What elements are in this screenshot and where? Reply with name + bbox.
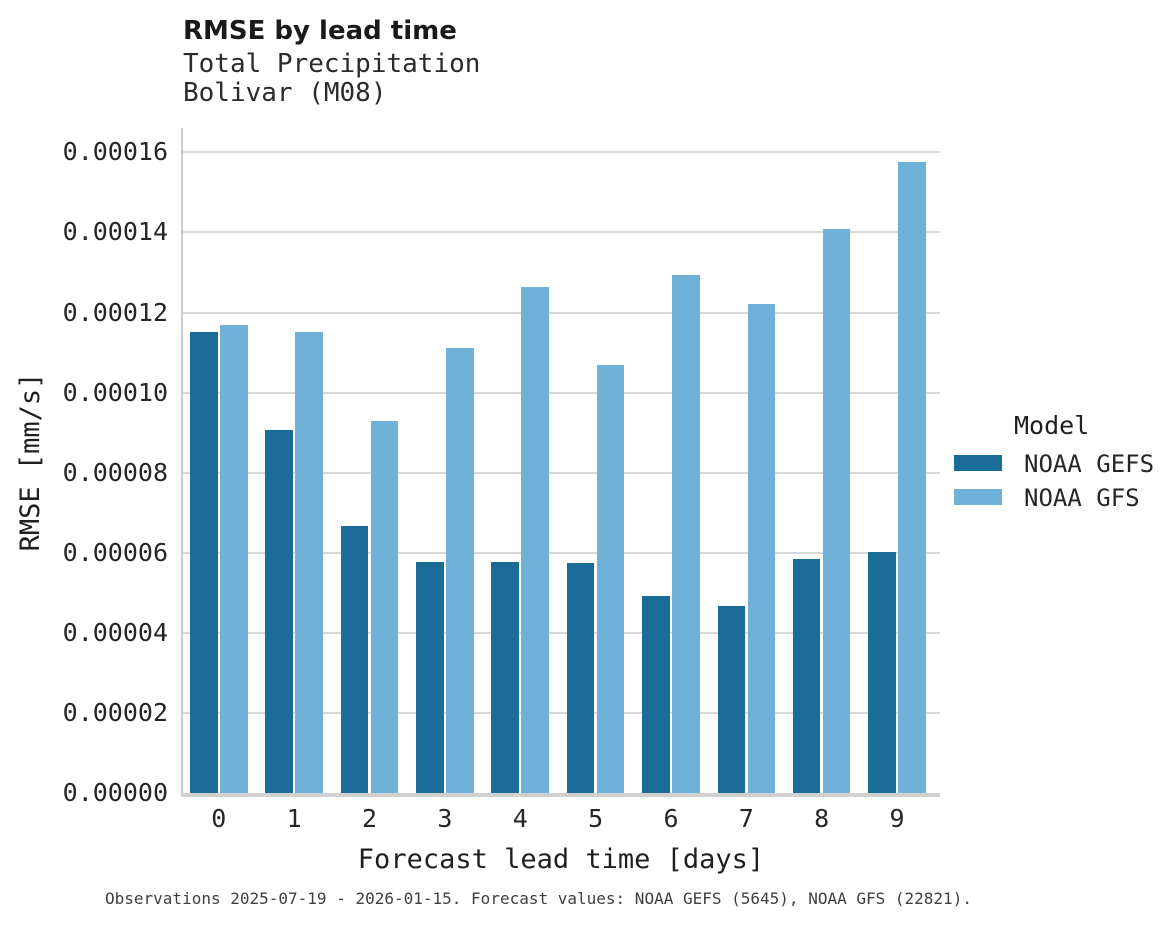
bar-noaa-gefs-lead-1 — [265, 429, 293, 793]
gridline-0.00008 — [183, 471, 940, 474]
gridline-0.00014 — [183, 231, 940, 234]
x-axis-title: Forecast lead time [days] — [357, 844, 765, 875]
gridline-0.00012 — [183, 311, 940, 314]
bar-noaa-gefs-lead-9 — [868, 552, 896, 793]
gridline-0.00010 — [183, 391, 940, 394]
caption: Observations 2025-07-19 - 2026-01-15. Fo… — [105, 889, 972, 908]
bar-noaa-gfs-lead-1 — [295, 332, 323, 793]
legend-label-noaa-gefs: NOAA GEFS — [1024, 450, 1155, 478]
bar-noaa-gfs-lead-8 — [822, 228, 851, 793]
legend-swatch-noaa-gefs — [954, 455, 1002, 471]
bar-noaa-gfs-lead-0 — [220, 324, 248, 793]
chart-title: RMSE by lead time — [183, 16, 457, 46]
bar-noaa-gfs-lead-6 — [672, 274, 700, 793]
legend-title: Model — [1014, 411, 1090, 440]
gridline-0.00004 — [183, 631, 940, 634]
y-tick-label-0.00008: 0.00008 — [62, 457, 168, 487]
x-tick-label-8: 8 — [814, 804, 830, 833]
y-tick-label-0.00004: 0.00004 — [62, 617, 168, 647]
bar-noaa-gefs-lead-6 — [642, 596, 670, 793]
y-tick-label-0.00002: 0.00002 — [62, 697, 168, 727]
legend-swatch-noaa-gfs — [954, 489, 1002, 505]
x-axis-spine — [181, 793, 940, 797]
bar-noaa-gfs-lead-4 — [521, 286, 549, 793]
y-tick-label-0.00016: 0.00016 — [62, 137, 168, 167]
bar-noaa-gefs-lead-2 — [340, 525, 369, 793]
y-tick-label-0.00000: 0.00000 — [62, 778, 168, 807]
x-tick-label-5: 5 — [588, 804, 604, 833]
legend-label-noaa-gfs: NOAA GFS — [1024, 484, 1140, 512]
x-tick-label-6: 6 — [663, 804, 679, 833]
plot-area — [181, 128, 940, 797]
bar-noaa-gfs-lead-7 — [747, 303, 776, 793]
x-tick-label-7: 7 — [738, 804, 754, 833]
y-tick-label-0.00012: 0.00012 — [62, 297, 168, 327]
chart-subtitle-variable: Total Precipitation — [183, 49, 481, 79]
gridline-0.00002 — [183, 711, 940, 714]
bar-noaa-gefs-lead-4 — [491, 562, 519, 793]
bar-noaa-gefs-lead-7 — [717, 606, 746, 793]
bar-noaa-gfs-lead-2 — [370, 421, 399, 793]
bar-noaa-gfs-lead-3 — [446, 348, 474, 793]
y-tick-label-0.00014: 0.00014 — [62, 217, 168, 247]
bar-noaa-gfs-lead-9 — [898, 162, 926, 793]
bar-noaa-gefs-lead-8 — [792, 558, 821, 793]
y-tick-label-0.00006: 0.00006 — [62, 537, 168, 567]
bar-noaa-gefs-lead-3 — [416, 562, 444, 793]
chart-subtitle-station: Bolivar (M08) — [183, 78, 387, 108]
x-tick-label-4: 4 — [512, 804, 528, 833]
bar-noaa-gefs-lead-0 — [190, 332, 218, 793]
gridline-0.00016 — [183, 151, 940, 154]
x-tick-label-2: 2 — [361, 804, 378, 833]
x-tick-label-3: 3 — [437, 804, 453, 833]
x-tick-label-0: 0 — [211, 804, 227, 833]
y-tick-label-0.00010: 0.00010 — [62, 377, 168, 407]
gridline-0.00006 — [183, 551, 940, 554]
bar-noaa-gefs-lead-5 — [566, 562, 595, 793]
bar-noaa-gfs-lead-5 — [596, 365, 625, 793]
x-tick-label-9: 9 — [889, 804, 905, 833]
x-tick-label-1: 1 — [286, 804, 302, 833]
